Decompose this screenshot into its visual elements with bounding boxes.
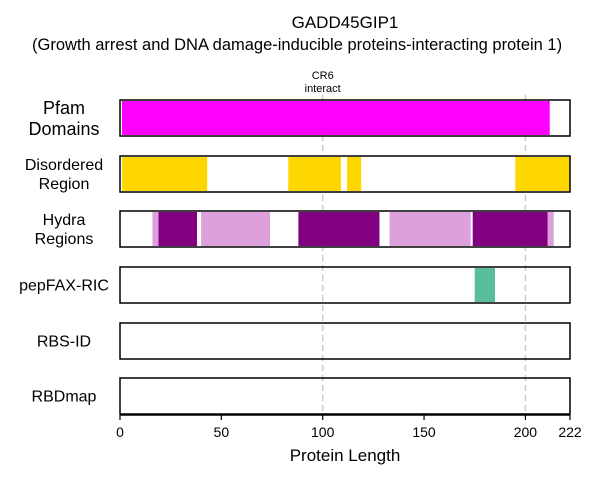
feature-segment	[515, 157, 570, 191]
x-tick-label: 50	[214, 424, 230, 440]
track-frame	[119, 322, 571, 360]
track-label: Pfam Domains	[28, 98, 99, 139]
track: Disordered Region	[25, 155, 571, 193]
x-axis-label: Protein Length	[290, 446, 401, 465]
track: Hydra Regions	[35, 210, 571, 248]
track-label: Disordered Region	[25, 157, 103, 193]
x-axis: 0 50 100 150 200 222	[116, 414, 582, 440]
track-frame	[119, 377, 571, 415]
chart-title: GADD45GIP1	[292, 13, 399, 32]
x-tick-label: 222	[558, 424, 582, 440]
feature-tracks: Pfam Domains Disordered Region Hydra Regions p…	[19, 98, 571, 415]
track: RBDmap	[32, 377, 571, 415]
feature-segment	[122, 101, 550, 135]
annotations: CR6 interact	[305, 70, 341, 95]
feature-segment	[288, 157, 341, 191]
x-tick-label: 100	[311, 424, 335, 440]
x-tick-label: 150	[412, 424, 436, 440]
track: Pfam Domains	[28, 98, 571, 139]
track-label: RBDmap	[32, 389, 97, 406]
track: pepFAX-RIC	[19, 266, 571, 304]
track: RBS-ID	[37, 322, 571, 360]
x-tick-label: 0	[116, 424, 124, 440]
track-label: RBS-ID	[37, 334, 91, 351]
track-frame	[119, 99, 571, 137]
track-label: pepFAX-RIC	[19, 278, 109, 295]
reference-lines	[321, 95, 527, 415]
feature-segment	[201, 212, 270, 246]
feature-segment	[347, 157, 362, 191]
feature-segment	[472, 212, 548, 246]
track-label: Hydra Regions	[35, 212, 94, 248]
feature-segment	[298, 212, 380, 246]
feature-segment	[122, 157, 208, 191]
feature-segment	[158, 212, 198, 246]
feature-segment	[389, 212, 471, 246]
feature-segment	[547, 212, 554, 246]
track-frame	[119, 210, 571, 248]
feature-segment	[152, 212, 159, 246]
track-frame	[119, 155, 571, 193]
feature-segment	[474, 268, 495, 302]
track-frame	[119, 266, 571, 304]
x-tick-label: 200	[514, 424, 538, 440]
annotation-label: CR6 interact	[305, 70, 341, 95]
chart-subtitle: (Growth arrest and DNA damage-inducible …	[32, 36, 562, 54]
